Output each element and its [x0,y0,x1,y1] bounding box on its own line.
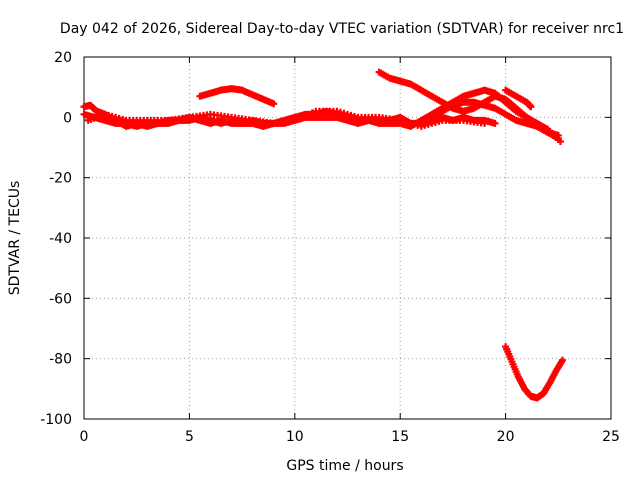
y-tick-label: -40 [49,231,72,247]
series-track-8 [502,343,567,402]
data-point [270,100,278,108]
x-axis-label: GPS time / hours [286,458,403,474]
y-tick-label: 0 [63,110,72,126]
x-tick-label: 20 [497,429,515,445]
data-point [559,356,567,364]
data-point [554,131,562,139]
y-axis-label: SDTVAR / TECUs [7,181,23,296]
data-points [80,68,567,402]
y-tick-label: -60 [49,291,72,307]
x-tick-label: 0 [80,429,89,445]
data-point [305,110,313,118]
data-point [294,115,302,123]
series-track-7 [502,86,535,111]
x-tick-label: 10 [286,429,304,445]
data-point [308,109,316,117]
x-tick-label: 25 [602,429,620,445]
axis-ticks [83,56,612,420]
tick-labels: 0 5 10 15 20 25 -100 -80 -60 -40 -20 0 20 [40,50,620,445]
data-point [491,119,499,127]
y-tick-label: 20 [54,50,72,66]
y-tick-label: -100 [40,412,72,428]
data-point [298,113,306,121]
chart-title: Day 042 of 2026, Sidereal Day-to-day VTE… [60,21,624,37]
x-tick-label: 15 [391,429,409,445]
data-point [291,116,299,124]
series-track-5 [196,85,278,108]
data-point [301,112,309,120]
series-track-6 [375,68,562,139]
y-tick-label: -80 [49,352,72,368]
data-point [527,103,535,111]
data-point [556,137,564,145]
y-tick-label: -20 [49,171,72,187]
series-track-4 [417,113,499,127]
x-tick-label: 5 [185,429,194,445]
